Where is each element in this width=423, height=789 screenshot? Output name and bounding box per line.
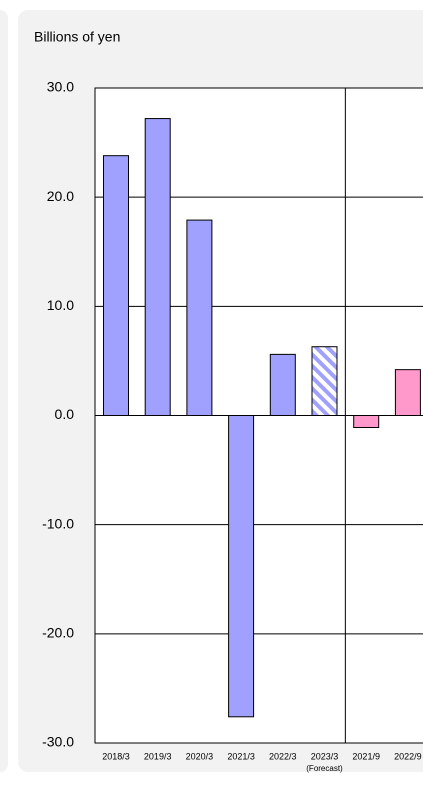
x-tick-label: 2020/3 [186,751,214,761]
bar [186,219,213,416]
bar [103,155,129,417]
bar [353,415,380,429]
bar [228,415,255,718]
bar [394,369,421,416]
y-tick-label: 20.0 [47,188,74,204]
annotation: (Forecast) [306,764,343,773]
y-tick-label: -10.0 [42,515,74,531]
bar [144,118,171,416]
y-tick-label: -30.0 [42,734,74,750]
axis-title: Billions of yen [34,29,120,45]
bar [269,353,296,417]
side-panel [0,10,8,772]
y-tick-label: -20.0 [42,625,74,641]
x-tick-label: 2021/3 [227,751,255,761]
x-tick-label: 2019/3 [144,751,172,761]
x-tick-label: 2022/9 [394,751,422,761]
bar [311,346,338,417]
x-tick-label: 2023/3 [311,751,339,761]
y-tick-label: 0.0 [55,406,75,422]
x-tick-label: 2021/9 [352,751,380,761]
x-tick-label: 2022/3 [269,751,297,761]
x-tick-label: 2018/3 [102,751,130,761]
y-tick-label: 30.0 [47,79,74,95]
y-tick-label: 10.0 [47,297,74,313]
